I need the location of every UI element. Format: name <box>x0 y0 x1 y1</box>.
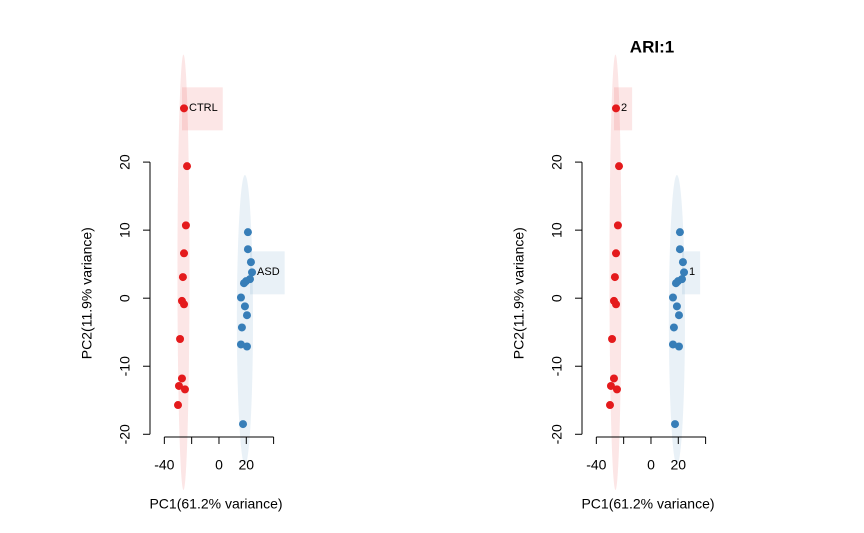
data-point <box>674 311 683 320</box>
data-point <box>675 228 684 237</box>
y-axis-label: PC2(11.9% variance) <box>79 227 95 359</box>
x-tick-label: 0 <box>215 457 223 473</box>
data-point <box>615 162 624 171</box>
data-point <box>668 293 677 302</box>
data-point <box>178 273 187 282</box>
data-point <box>671 279 680 288</box>
data-point <box>675 245 684 254</box>
data-point <box>680 268 689 277</box>
x-axis-label: PC1(61.2% variance) <box>149 496 282 512</box>
data-point <box>180 385 189 394</box>
data-point <box>239 279 248 288</box>
data-point <box>243 245 252 254</box>
y-tick-label: 10 <box>549 222 565 238</box>
data-point <box>608 335 617 344</box>
x-tick-label: 20 <box>239 457 255 473</box>
data-point <box>242 311 251 320</box>
group-label-box <box>614 87 633 131</box>
data-point <box>612 300 621 309</box>
group-label: 2 <box>621 102 627 114</box>
data-point <box>180 249 189 258</box>
data-point <box>610 273 619 282</box>
data-point <box>678 258 687 267</box>
data-point <box>606 401 614 410</box>
data-point <box>183 162 192 171</box>
x-axis-label: PC1(61.2% variance) <box>581 496 714 512</box>
data-point <box>613 221 622 230</box>
data-point <box>672 302 681 311</box>
data-point <box>668 340 677 349</box>
group-label: 1 <box>689 266 695 278</box>
group-label-box <box>182 87 223 131</box>
data-point <box>612 104 621 113</box>
y-axis-label: PC2(11.9% variance) <box>511 227 527 359</box>
data-point <box>237 323 246 332</box>
chart-title: ARI:1 <box>630 37 674 56</box>
y-tick-label: -20 <box>549 424 565 444</box>
data-point <box>609 374 618 383</box>
data-point <box>674 342 683 351</box>
x-tick-label: -40 <box>154 457 174 473</box>
y-tick-label: 0 <box>549 294 565 302</box>
y-tick-label: 20 <box>117 154 133 170</box>
data-point <box>248 268 257 277</box>
y-tick-label: -10 <box>117 356 133 376</box>
x-tick-label: 0 <box>647 457 655 473</box>
group-label: CTRL <box>189 102 218 114</box>
x-tick-label: 20 <box>671 457 687 473</box>
y-tick-label: 0 <box>117 294 133 302</box>
x-tick-label: -40 <box>586 457 606 473</box>
data-point <box>236 293 245 302</box>
data-point <box>174 401 182 410</box>
data-point <box>242 342 251 351</box>
data-point <box>606 381 615 390</box>
data-point <box>239 420 248 429</box>
y-tick-label: 10 <box>117 222 133 238</box>
data-point <box>177 374 186 383</box>
data-point <box>236 340 245 349</box>
group-label: ASD <box>257 266 280 278</box>
y-tick-label: 20 <box>549 154 565 170</box>
data-point <box>174 381 183 390</box>
data-point <box>612 249 621 258</box>
data-point <box>669 323 678 332</box>
data-point <box>671 420 680 429</box>
data-point <box>180 300 189 309</box>
y-tick-label: -10 <box>549 356 565 376</box>
data-point <box>180 104 189 113</box>
data-point <box>243 228 252 237</box>
data-point <box>181 221 190 230</box>
data-point <box>612 385 621 394</box>
data-point <box>246 258 255 267</box>
data-point <box>176 335 185 344</box>
data-point <box>240 302 249 311</box>
y-tick-label: -20 <box>117 424 133 444</box>
